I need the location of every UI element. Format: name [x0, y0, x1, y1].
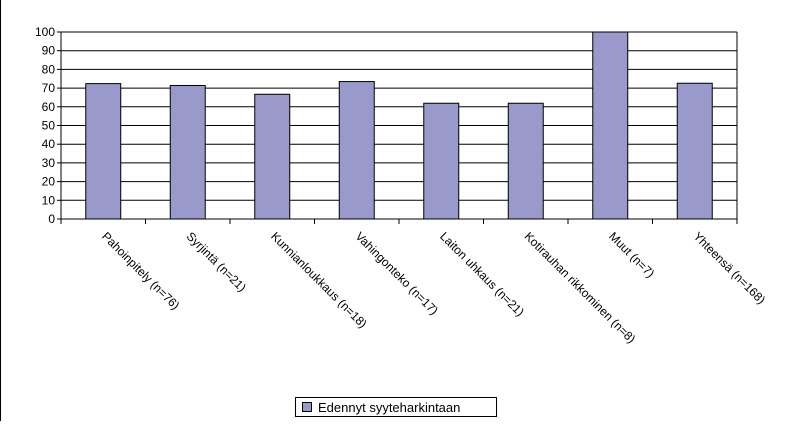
- bar: [169, 84, 206, 220]
- y-tick-label: 60: [42, 100, 56, 114]
- bar: [592, 31, 629, 220]
- y-tick-label: 20: [42, 175, 56, 189]
- y-tick-label: 90: [42, 44, 56, 58]
- x-tick-label: Pahoinpitely (n=76): [99, 229, 182, 312]
- bar: [507, 102, 544, 220]
- bar: [338, 81, 375, 220]
- x-tick-label: Yhteensä (n=168): [691, 229, 769, 307]
- legend-swatch: [302, 402, 312, 412]
- y-tick-label: 70: [42, 81, 56, 95]
- y-tick-label: 80: [42, 62, 56, 76]
- y-tick-label: 40: [42, 137, 56, 151]
- bar: [423, 102, 460, 220]
- legend: Edennyt syyteharkintaan: [295, 397, 497, 417]
- x-tick-label: Laiton uhkaus (n=21): [437, 229, 527, 319]
- x-tick-label: Syrjintä (n=21): [184, 229, 249, 294]
- legend-label: Edennyt syyteharkintaan: [318, 399, 461, 415]
- x-tick-label: Vahingonteko (n=17): [353, 229, 441, 317]
- y-tick-label: 10: [42, 193, 56, 207]
- y-tick-label: 30: [42, 156, 56, 170]
- y-tick-label: 0: [48, 212, 55, 226]
- bar: [254, 93, 291, 220]
- x-tick-label: Kunnianloukkaus (n=18): [268, 229, 370, 331]
- x-tick-label: Muut (n=7): [606, 229, 657, 280]
- y-tick-label: 50: [42, 119, 56, 133]
- bar: [676, 82, 713, 220]
- y-tick-label: 100: [35, 25, 55, 39]
- bar: [85, 83, 122, 220]
